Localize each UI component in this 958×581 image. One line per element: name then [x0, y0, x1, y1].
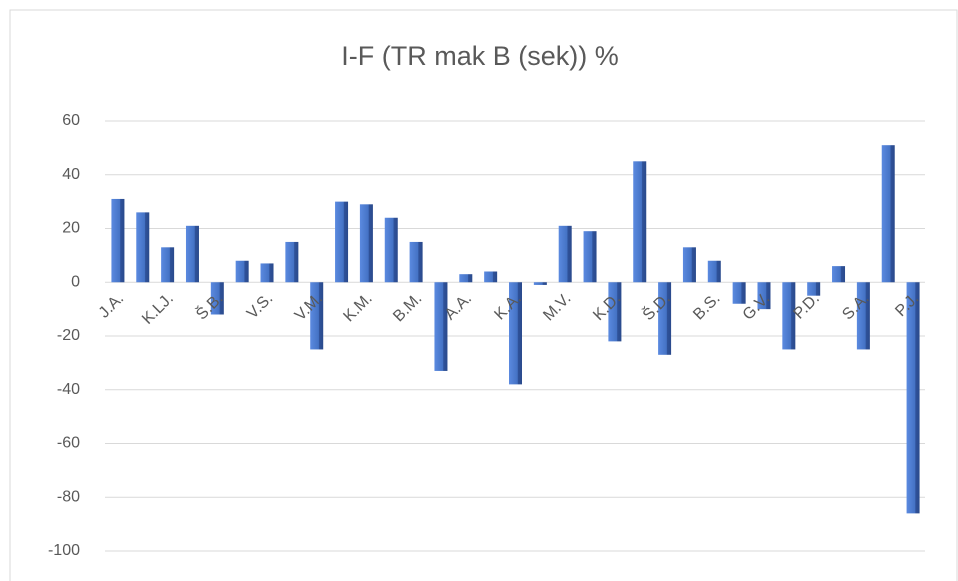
bar [260, 263, 274, 283]
bar [807, 282, 821, 296]
y-tick-label: -60 [57, 435, 80, 452]
bar [881, 145, 895, 283]
bar [558, 225, 572, 283]
y-tick-label: -40 [57, 381, 80, 398]
bar [608, 282, 622, 342]
bar [583, 231, 597, 283]
bar [384, 217, 398, 283]
bar [658, 282, 672, 355]
y-tick-label: 20 [62, 220, 80, 237]
bar [906, 282, 920, 514]
bar [136, 212, 150, 283]
y-tick-label: 0 [71, 273, 80, 290]
bar [459, 274, 473, 283]
bar [757, 282, 771, 310]
y-tick-label: -100 [48, 542, 80, 559]
bar [285, 241, 299, 283]
bar [111, 198, 125, 283]
bar [682, 247, 696, 283]
y-tick-label: -20 [57, 327, 80, 344]
bar [707, 260, 721, 283]
bar [210, 282, 224, 315]
y-tick-label: 40 [62, 166, 80, 183]
bar [732, 282, 746, 304]
bar [533, 282, 547, 285]
bar [310, 282, 324, 350]
bar [484, 271, 498, 283]
bar [161, 247, 175, 283]
y-tick-label: -80 [57, 488, 80, 505]
y-tick-label: 60 [62, 112, 80, 129]
bar [509, 282, 522, 385]
bar [359, 204, 373, 283]
bar [782, 282, 796, 350]
bar [409, 241, 423, 283]
bar [335, 201, 349, 283]
bar [235, 260, 249, 283]
bar [434, 282, 448, 371]
bar [633, 161, 647, 283]
bar [185, 225, 199, 283]
chart-title: I-F (TR mak B (sek)) % [341, 41, 619, 71]
bar [832, 266, 846, 283]
chart-frame [9, 9, 958, 581]
bar [856, 282, 870, 350]
